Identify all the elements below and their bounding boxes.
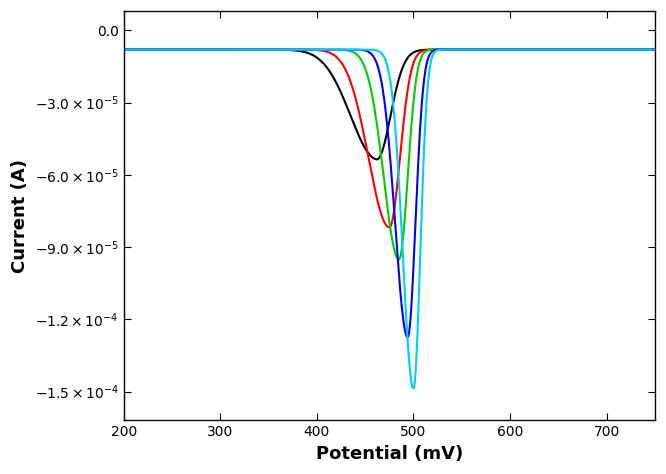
Y-axis label: Current (A): Current (A) xyxy=(11,159,29,273)
X-axis label: Potential (mV): Potential (mV) xyxy=(316,445,463,463)
